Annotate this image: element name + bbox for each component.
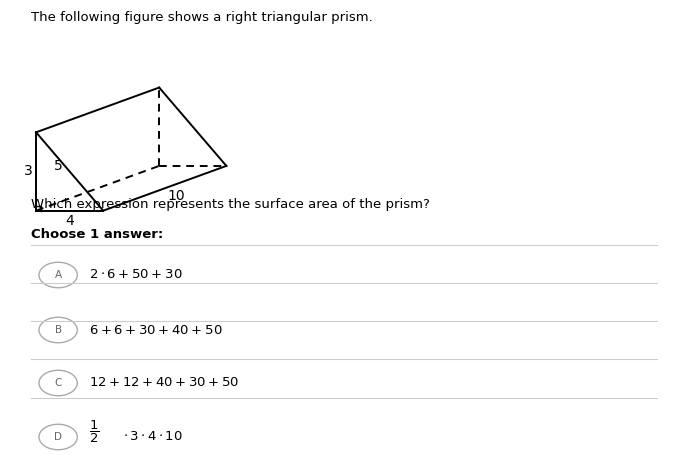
Text: 4: 4 bbox=[65, 214, 74, 228]
Text: $2\cdot6+50+30$: $2\cdot6+50+30$ bbox=[89, 268, 183, 282]
Text: The following figure shows a right triangular prism.: The following figure shows a right trian… bbox=[31, 11, 373, 24]
Text: B: B bbox=[55, 325, 62, 335]
Text: C: C bbox=[55, 378, 62, 388]
Text: Choose 1 answer:: Choose 1 answer: bbox=[31, 228, 163, 241]
Text: $6+6+30+40+50$: $6+6+30+40+50$ bbox=[89, 324, 222, 337]
Text: 10: 10 bbox=[167, 189, 185, 203]
Text: $\dfrac{1}{2}$: $\dfrac{1}{2}$ bbox=[89, 419, 99, 445]
Text: D: D bbox=[54, 432, 62, 442]
Text: 3: 3 bbox=[24, 165, 33, 178]
Text: 5: 5 bbox=[54, 159, 63, 173]
Text: $\cdot\,3\cdot4\cdot10$: $\cdot\,3\cdot4\cdot10$ bbox=[123, 430, 183, 444]
Text: $12+12+40+30+50$: $12+12+40+30+50$ bbox=[89, 376, 239, 389]
Text: A: A bbox=[55, 270, 62, 280]
Text: Which expression represents the surface area of the prism?: Which expression represents the surface … bbox=[31, 198, 430, 211]
